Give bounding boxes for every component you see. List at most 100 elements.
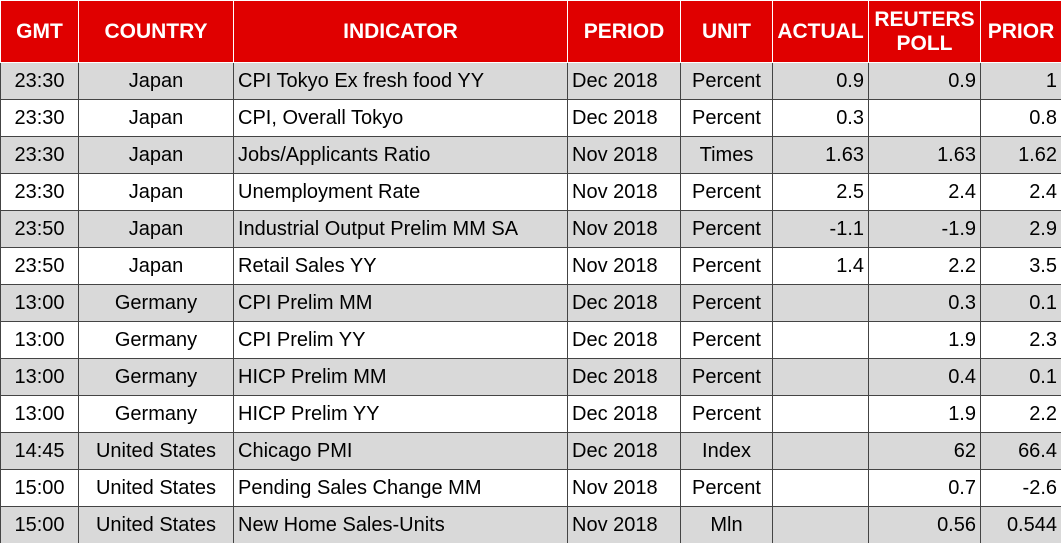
table-cell: Nov 2018 bbox=[567, 469, 681, 507]
table-cell: Unemployment Rate bbox=[233, 173, 568, 211]
table-cell bbox=[772, 432, 869, 470]
table-cell: United States bbox=[78, 469, 234, 507]
table-row: 13:00 Germany HICP Prelim YY Dec 2018 Percen… bbox=[0, 395, 1061, 433]
table-cell: CPI Prelim MM bbox=[233, 284, 568, 322]
column-header: INDICATOR bbox=[233, 0, 568, 63]
column-header: PRIOR bbox=[980, 0, 1061, 63]
table-cell: 0.9 bbox=[772, 62, 869, 100]
table-cell: 23:50 bbox=[0, 247, 79, 285]
table-row: 23:30 Japan Jobs/Applicants Ratio Nov 2018 T… bbox=[0, 136, 1061, 174]
table-cell: 0.8 bbox=[980, 99, 1061, 137]
table-cell: Industrial Output Prelim MM SA bbox=[233, 210, 568, 248]
table-cell: Japan bbox=[78, 210, 234, 248]
table-cell: 0.9 bbox=[868, 62, 981, 100]
table-cell: United States bbox=[78, 506, 234, 543]
header-row: GMT COUNTRY INDICATOR PERIOD UNIT ACTUAL REUTE… bbox=[0, 0, 1061, 63]
table-cell: Percent bbox=[680, 284, 773, 322]
table-cell: 1.9 bbox=[868, 395, 981, 433]
table-cell: 15:00 bbox=[0, 469, 79, 507]
table-cell: Nov 2018 bbox=[567, 136, 681, 174]
table-cell: 2.5 bbox=[772, 173, 869, 211]
table-cell: 23:30 bbox=[0, 136, 79, 174]
table-body: 23:30 Japan CPI Tokyo Ex fresh food YY Dec … bbox=[0, 62, 1061, 543]
table-cell: Dec 2018 bbox=[567, 284, 681, 322]
table-cell: CPI, Overall Tokyo bbox=[233, 99, 568, 137]
table-cell: Percent bbox=[680, 469, 773, 507]
table-cell: 1.4 bbox=[772, 247, 869, 285]
table-cell: Percent bbox=[680, 173, 773, 211]
column-header: UNIT bbox=[680, 0, 773, 63]
table-row: 14:45 United States Chicago PMI Dec 2018 Ind… bbox=[0, 432, 1061, 470]
table-cell: Percent bbox=[680, 99, 773, 137]
table-cell: Nov 2018 bbox=[567, 210, 681, 248]
table-cell: Percent bbox=[680, 62, 773, 100]
table-cell: 23:30 bbox=[0, 173, 79, 211]
table-cell: 14:45 bbox=[0, 432, 79, 470]
table-cell: 1.63 bbox=[868, 136, 981, 174]
table-cell: 23:30 bbox=[0, 62, 79, 100]
table-cell: 23:30 bbox=[0, 99, 79, 137]
table-cell bbox=[772, 506, 869, 543]
table-cell: 0.1 bbox=[980, 358, 1061, 396]
table-cell: Times bbox=[680, 136, 773, 174]
table-cell: 2.9 bbox=[980, 210, 1061, 248]
table-cell: 0.3 bbox=[772, 99, 869, 137]
table-cell bbox=[772, 395, 869, 433]
table-cell: 1 bbox=[980, 62, 1061, 100]
column-header: GMT bbox=[0, 0, 79, 63]
table-cell: Percent bbox=[680, 321, 773, 359]
table-row: 13:00 Germany CPI Prelim MM Dec 2018 Percent… bbox=[0, 284, 1061, 322]
table-row: 15:00 United States New Home Sales-Units No… bbox=[0, 506, 1061, 543]
table-cell: Germany bbox=[78, 358, 234, 396]
table-cell: Chicago PMI bbox=[233, 432, 568, 470]
table-cell: New Home Sales-Units bbox=[233, 506, 568, 543]
table-cell bbox=[772, 358, 869, 396]
table-cell: Mln bbox=[680, 506, 773, 543]
table-cell: 2.4 bbox=[868, 173, 981, 211]
table-cell: Japan bbox=[78, 173, 234, 211]
table-cell: Percent bbox=[680, 247, 773, 285]
table-cell: Dec 2018 bbox=[567, 432, 681, 470]
table-cell: 13:00 bbox=[0, 284, 79, 322]
table-cell: -2.6 bbox=[980, 469, 1061, 507]
table-cell: Dec 2018 bbox=[567, 321, 681, 359]
table-cell: Dec 2018 bbox=[567, 62, 681, 100]
table-row: 23:30 Japan Unemployment Rate Nov 2018 Perce… bbox=[0, 173, 1061, 211]
table-cell: Pending Sales Change MM bbox=[233, 469, 568, 507]
table-cell: Nov 2018 bbox=[567, 247, 681, 285]
table-cell: 0.7 bbox=[868, 469, 981, 507]
table-cell: Percent bbox=[680, 210, 773, 248]
table-cell: Dec 2018 bbox=[567, 358, 681, 396]
table-cell: -1.9 bbox=[868, 210, 981, 248]
table-cell: 2.4 bbox=[980, 173, 1061, 211]
table-row: 13:00 Germany HICP Prelim MM Dec 2018 Percen… bbox=[0, 358, 1061, 396]
table-row: 23:50 Japan Industrial Output Prelim MM SA… bbox=[0, 210, 1061, 248]
table-cell: 2.3 bbox=[980, 321, 1061, 359]
table-cell bbox=[772, 284, 869, 322]
table-cell: United States bbox=[78, 432, 234, 470]
table-row: 23:50 Japan Retail Sales YY Nov 2018 Percent… bbox=[0, 247, 1061, 285]
column-header: REUTERS POLL bbox=[868, 0, 981, 63]
table-cell: Japan bbox=[78, 136, 234, 174]
table-cell: HICP Prelim MM bbox=[233, 358, 568, 396]
table-row: 23:30 Japan CPI Tokyo Ex fresh food YY Dec … bbox=[0, 62, 1061, 100]
table-cell: Percent bbox=[680, 358, 773, 396]
column-header: ACTUAL bbox=[772, 0, 869, 63]
table-cell: Germany bbox=[78, 321, 234, 359]
table-cell: Germany bbox=[78, 284, 234, 322]
table-cell: 0.4 bbox=[868, 358, 981, 396]
table-row: 23:30 Japan CPI, Overall Tokyo Dec 2018 Perc… bbox=[0, 99, 1061, 137]
table-cell: 13:00 bbox=[0, 395, 79, 433]
table-cell: 13:00 bbox=[0, 321, 79, 359]
table-cell: -1.1 bbox=[772, 210, 869, 248]
table-cell: 1.63 bbox=[772, 136, 869, 174]
table-row: 13:00 Germany CPI Prelim YY Dec 2018 Percent… bbox=[0, 321, 1061, 359]
table-cell: 0.544 bbox=[980, 506, 1061, 543]
table-cell: Dec 2018 bbox=[567, 99, 681, 137]
table-cell: HICP Prelim YY bbox=[233, 395, 568, 433]
table-cell: Nov 2018 bbox=[567, 173, 681, 211]
table-cell: Japan bbox=[78, 247, 234, 285]
table-cell: 3.5 bbox=[980, 247, 1061, 285]
